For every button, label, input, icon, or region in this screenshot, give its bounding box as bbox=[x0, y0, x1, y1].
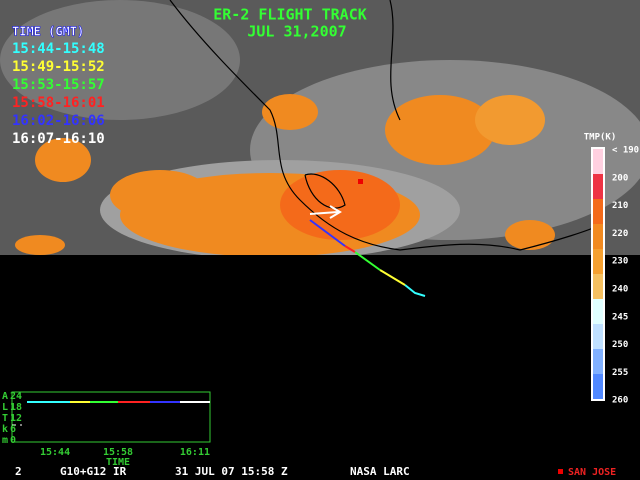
title: ER-2 FLIGHT TRACK bbox=[213, 6, 367, 24]
colorbar-label: 240 bbox=[612, 285, 628, 295]
colorbar-swatch bbox=[593, 149, 603, 174]
frame-number: 2 bbox=[15, 465, 22, 478]
legend-entry: 16:02-16:06 bbox=[12, 113, 105, 129]
altitude-tick: 0 bbox=[10, 435, 16, 446]
date: JUL 31,2007 bbox=[247, 23, 346, 41]
colorbar-label: 200 bbox=[612, 173, 628, 183]
colorbar-swatch bbox=[593, 349, 603, 374]
axis-letter: m bbox=[2, 435, 8, 446]
coastlines bbox=[169, 0, 601, 251]
colorbar-swatch bbox=[593, 199, 603, 224]
altitude-tick: 6 bbox=[10, 424, 16, 435]
colorbar-label: 220 bbox=[612, 229, 628, 239]
legend-entry: 16:07-16:10 bbox=[12, 131, 105, 147]
colorbar-label: 245 bbox=[612, 312, 628, 322]
time-tick: 15:58 bbox=[103, 447, 133, 458]
axis-letter: k bbox=[2, 424, 8, 435]
san-jose-marker bbox=[358, 179, 363, 184]
legend-title: TIME (GMT) bbox=[12, 25, 84, 39]
marker-icon bbox=[558, 469, 563, 474]
source: G10+G12 IR bbox=[60, 465, 127, 478]
time-tick: 15:44 bbox=[40, 447, 70, 458]
colorbar-label: < 190 bbox=[612, 146, 639, 156]
colorbar-label: 260 bbox=[612, 396, 628, 406]
colorbar-label: 250 bbox=[612, 340, 628, 350]
altitude-tick: 24 bbox=[10, 391, 22, 402]
colorbar-swatch bbox=[593, 249, 603, 274]
colorbar-swatch bbox=[593, 374, 603, 399]
axis-letter: L bbox=[2, 402, 8, 413]
colorbar-swatch bbox=[593, 174, 603, 199]
datetime: 31 JUL 07 15:58 Z bbox=[175, 465, 288, 478]
legend-entry: 15:53-15:57 bbox=[12, 77, 105, 93]
marker-label: SAN JOSE bbox=[568, 467, 616, 478]
colorbar-swatch bbox=[593, 274, 603, 299]
legend-entry: 15:58-16:01 bbox=[12, 95, 105, 111]
colorbar-title: TMP(K) bbox=[584, 133, 617, 143]
colorbar-swatch bbox=[593, 324, 603, 349]
legend-entry: 15:44-15:48 bbox=[12, 41, 105, 57]
colorbar-label: 210 bbox=[612, 201, 628, 211]
colorbar-swatch bbox=[593, 224, 603, 249]
axis-letter: T bbox=[2, 413, 8, 424]
legend-entry: 15:49-15:52 bbox=[12, 59, 105, 75]
altitude-tick: 12 bbox=[10, 413, 22, 424]
cloud-imagery bbox=[0, 0, 640, 260]
time-label: TIME bbox=[106, 457, 130, 468]
flight-track bbox=[309, 205, 426, 297]
colorbar-label: 255 bbox=[612, 368, 628, 378]
colorbar-swatch bbox=[593, 299, 603, 324]
altitude-tick: 18 bbox=[10, 402, 22, 413]
time-tick: 16:11 bbox=[180, 447, 210, 458]
colorbar: TMP(K) < 190 200 210 220 230 240 245 250 255 260 bbox=[584, 133, 639, 406]
agency: NASA LARC bbox=[350, 465, 410, 478]
axis-letter: A bbox=[2, 391, 8, 402]
colorbar-label: 230 bbox=[612, 257, 628, 267]
